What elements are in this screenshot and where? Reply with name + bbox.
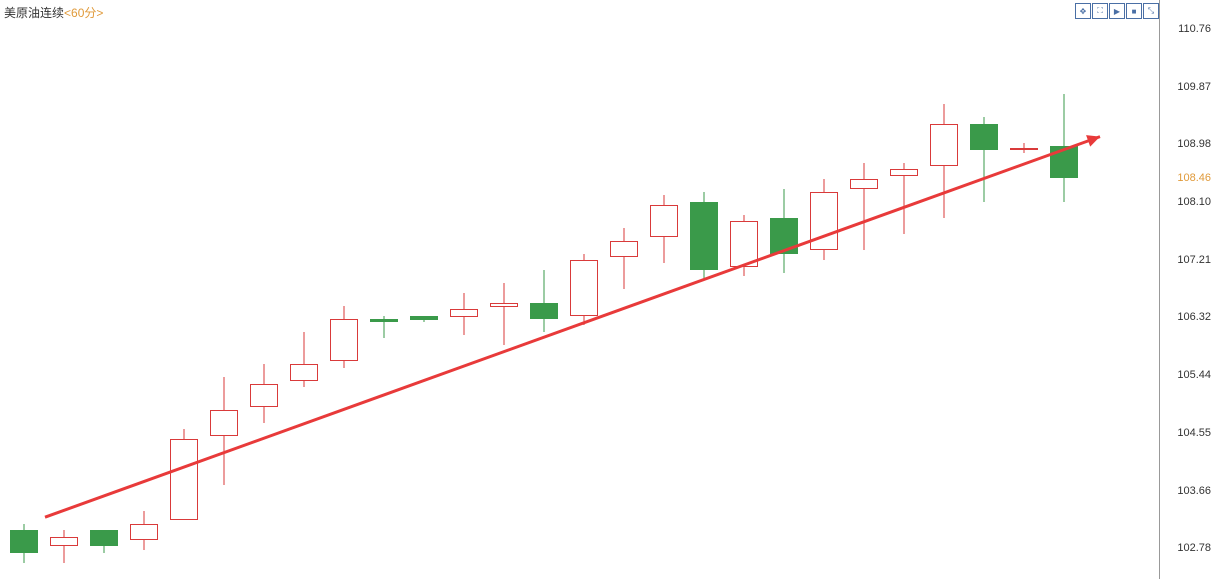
candle xyxy=(490,0,518,579)
y-tick-current: 108.46 xyxy=(1177,172,1211,184)
candle xyxy=(330,0,358,579)
candle xyxy=(730,0,758,579)
candle xyxy=(210,0,238,579)
candle xyxy=(570,0,598,579)
y-tick-label: 107.21 xyxy=(1177,254,1211,266)
candle xyxy=(170,0,198,579)
candle xyxy=(10,0,38,579)
y-axis: 110.76 109.87 108.98 108.10 107.21 106.32 105.… xyxy=(1159,0,1215,579)
candle xyxy=(610,0,638,579)
candle xyxy=(930,0,958,579)
candle xyxy=(370,0,398,579)
y-tick-label: 109.87 xyxy=(1177,81,1211,93)
y-tick-label: 110.76 xyxy=(1178,23,1211,35)
candle xyxy=(1050,0,1078,579)
candle xyxy=(290,0,318,579)
candle xyxy=(690,0,718,579)
y-tick-label: 104.55 xyxy=(1177,427,1211,439)
y-tick-label: 108.98 xyxy=(1177,138,1211,150)
candle xyxy=(650,0,678,579)
candle xyxy=(810,0,838,579)
y-tick-label: 108.10 xyxy=(1177,196,1211,208)
candle xyxy=(410,0,438,579)
candle xyxy=(250,0,278,579)
candle xyxy=(50,0,78,579)
candle xyxy=(1010,0,1038,579)
plot-area[interactable] xyxy=(0,0,1160,579)
candle xyxy=(770,0,798,579)
y-tick-label: 103.66 xyxy=(1177,485,1211,497)
candle xyxy=(890,0,918,579)
candle xyxy=(970,0,998,579)
candle xyxy=(450,0,478,579)
candle xyxy=(130,0,158,579)
candle xyxy=(530,0,558,579)
y-tick-label: 105.44 xyxy=(1177,369,1211,381)
y-tick-label: 106.32 xyxy=(1177,311,1211,323)
y-tick-label: 102.78 xyxy=(1177,542,1211,554)
candle xyxy=(850,0,878,579)
candle xyxy=(90,0,118,579)
candlestick-chart: 美原油连续<60分> ✥ ⛶ ▶ ■ ⤡ 110.76109.87108.981… xyxy=(0,0,1215,579)
